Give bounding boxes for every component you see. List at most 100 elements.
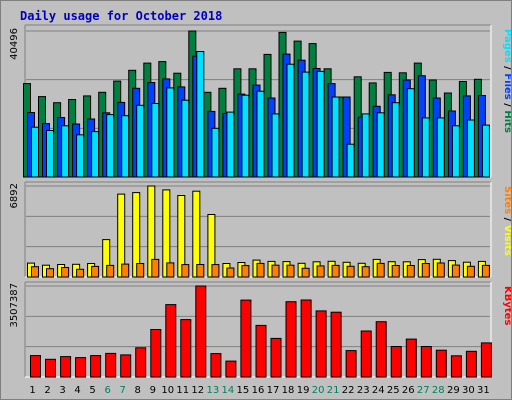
bar-pages-day-5 bbox=[91, 131, 100, 178]
bar-pages-day-4 bbox=[76, 134, 85, 178]
x-tick-label-day-21: 21 bbox=[327, 385, 340, 396]
legend-pages: Pages bbox=[502, 29, 511, 63]
bar-sites-day-2 bbox=[46, 268, 54, 278]
bar-kbytes-day-19 bbox=[300, 299, 312, 378]
bar-pages-day-24 bbox=[376, 112, 385, 178]
x-tick-label-day-2: 2 bbox=[44, 385, 50, 396]
bar-pages-day-17 bbox=[271, 113, 280, 178]
bar-sites-day-26 bbox=[406, 265, 415, 278]
bar-sites-day-14 bbox=[226, 267, 235, 278]
bar-kbytes-day-2 bbox=[45, 358, 56, 378]
bar-kbytes-day-15 bbox=[240, 299, 252, 378]
bar-sites-day-11 bbox=[181, 264, 190, 278]
x-tick-label-day-22: 22 bbox=[342, 385, 355, 396]
bar-pages-day-1 bbox=[31, 126, 39, 178]
bar-pages-day-25 bbox=[391, 102, 400, 178]
x-tick-label-day-17: 17 bbox=[267, 385, 280, 396]
bar-kbytes-day-8 bbox=[135, 347, 147, 378]
x-tick-label-day-13: 13 bbox=[207, 385, 220, 396]
bar-kbytes-day-7 bbox=[120, 354, 132, 378]
chart-panel-3: 3507387 KBytes bbox=[9, 281, 511, 378]
legend-kbytes: KBytes bbox=[502, 286, 511, 325]
x-tick-label-day-24: 24 bbox=[372, 385, 385, 396]
bar-sites-day-8 bbox=[136, 263, 145, 278]
chart-panel-2: 6892 Sites / Visits bbox=[9, 181, 511, 278]
x-tick-label-day-19: 19 bbox=[297, 385, 310, 396]
bar-sites-day-6 bbox=[106, 264, 115, 278]
bar-pages-day-29 bbox=[451, 125, 460, 178]
x-tick-label-day-18: 18 bbox=[282, 385, 295, 396]
bar-pages-day-22 bbox=[346, 143, 355, 178]
legend-visits: Visits bbox=[502, 225, 511, 256]
legend-separator: / bbox=[502, 214, 511, 225]
bar-kbytes-day-11 bbox=[180, 319, 192, 378]
bar-kbytes-day-25 bbox=[390, 346, 402, 378]
legend-separator: / bbox=[502, 63, 511, 74]
bar-kbytes-day-18 bbox=[285, 301, 297, 378]
bar-sites-day-10 bbox=[166, 262, 175, 278]
bar-sites-day-27 bbox=[421, 263, 430, 278]
bar-sites-day-7 bbox=[121, 263, 130, 278]
bar-pages-day-12 bbox=[196, 51, 205, 178]
bar-kbytes-day-12 bbox=[195, 285, 207, 378]
bar-sites-day-13 bbox=[211, 264, 220, 278]
bar-pages-day-14 bbox=[226, 111, 235, 178]
bar-sites-day-12 bbox=[196, 264, 205, 278]
bar-kbytes-day-17 bbox=[270, 337, 282, 378]
bar-sites-day-16 bbox=[256, 262, 265, 278]
bar-sites-day-19 bbox=[301, 267, 310, 278]
x-tick-label-day-15: 15 bbox=[237, 385, 250, 396]
x-tick-label-day-29: 29 bbox=[447, 385, 460, 396]
bar-pages-day-28 bbox=[436, 117, 445, 178]
x-tick-label-day-8: 8 bbox=[135, 385, 141, 396]
bar-pages-day-27 bbox=[421, 117, 430, 178]
bar-pages-day-30 bbox=[466, 119, 475, 178]
bar-pages-day-19 bbox=[301, 71, 310, 178]
x-tick-label-day-4: 4 bbox=[74, 385, 80, 396]
bar-sites-day-22 bbox=[346, 265, 355, 278]
bar-kbytes-day-30 bbox=[465, 350, 477, 378]
bar-sites-day-17 bbox=[271, 264, 280, 278]
bar-pages-day-26 bbox=[406, 88, 415, 178]
bar-pages-day-21 bbox=[331, 96, 340, 178]
bar-pages-day-20 bbox=[316, 70, 325, 178]
bar-kbytes-day-20 bbox=[315, 310, 327, 378]
x-tick-label-day-6: 6 bbox=[105, 385, 111, 396]
x-tick-label-day-26: 26 bbox=[402, 385, 415, 396]
x-tick-label-day-25: 25 bbox=[387, 385, 400, 396]
x-tick-label-day-9: 9 bbox=[150, 385, 156, 396]
x-tick-label-day-23: 23 bbox=[357, 385, 370, 396]
bar-kbytes-day-31 bbox=[480, 342, 492, 378]
bar-pages-day-8 bbox=[136, 104, 145, 178]
bar-kbytes-day-9 bbox=[150, 329, 162, 378]
x-tick-label-day-30: 30 bbox=[462, 385, 475, 396]
y-max-label: 3507387 bbox=[9, 283, 20, 328]
legend-hits: Hits bbox=[502, 110, 511, 133]
x-tick-label-day-5: 5 bbox=[89, 385, 95, 396]
bar-sites-day-24 bbox=[376, 262, 385, 278]
bar-kbytes-day-22 bbox=[345, 350, 357, 378]
bar-sites-day-31 bbox=[481, 264, 490, 278]
bar-sites-day-15 bbox=[241, 265, 250, 278]
bar-kbytes-day-6 bbox=[105, 352, 117, 378]
bar-sites-day-3 bbox=[61, 267, 70, 278]
bar-pages-day-15 bbox=[241, 94, 250, 178]
x-tick-label-day-28: 28 bbox=[432, 385, 445, 396]
x-tick-label-day-3: 3 bbox=[59, 385, 65, 396]
bar-sites-day-23 bbox=[361, 266, 370, 278]
legend-separator: / bbox=[502, 100, 511, 111]
x-tick-label-day-31: 31 bbox=[477, 385, 490, 396]
bar-kbytes-day-4 bbox=[75, 357, 87, 378]
x-tick-label-day-14: 14 bbox=[222, 385, 235, 396]
bar-sites-day-4 bbox=[76, 268, 85, 278]
x-tick-label-day-11: 11 bbox=[176, 385, 189, 396]
bar-sites-day-21 bbox=[331, 264, 340, 278]
x-tick-label-day-20: 20 bbox=[312, 385, 325, 396]
legend-sites: Sites bbox=[502, 186, 511, 214]
bar-kbytes-day-27 bbox=[420, 346, 432, 378]
bar-pages-day-10 bbox=[166, 87, 175, 178]
chart-panel-1: 40496 Pages / Files / Hits bbox=[9, 24, 511, 178]
bar-pages-day-23 bbox=[361, 113, 370, 178]
bar-sites-day-9 bbox=[151, 258, 160, 278]
x-tick-label-day-1: 1 bbox=[29, 385, 35, 396]
